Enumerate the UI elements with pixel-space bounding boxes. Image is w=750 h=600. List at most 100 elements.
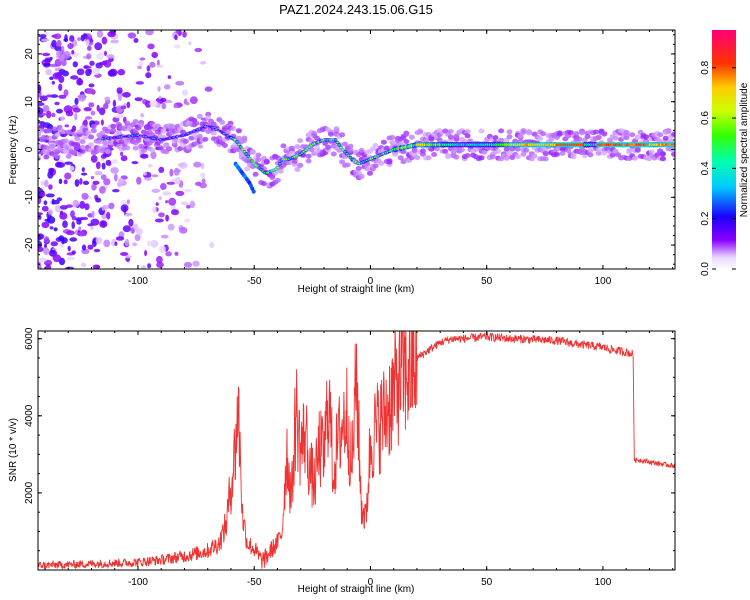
heatmap-cell xyxy=(65,153,72,159)
heatmap-cell xyxy=(277,168,284,174)
heatmap-cell xyxy=(249,149,256,155)
heatmap-cell xyxy=(179,226,188,234)
heatmap-cell xyxy=(341,149,345,151)
heatmap-cell xyxy=(160,183,167,190)
heatmap-cell xyxy=(141,265,146,269)
heatmap-cell xyxy=(116,87,123,94)
heatmap-cell xyxy=(131,161,139,165)
heatmap-cell xyxy=(41,205,49,212)
heatmap-cell xyxy=(378,160,385,166)
heatmap-cell xyxy=(278,162,282,165)
heatmap-cell xyxy=(103,178,111,186)
heatmap-cell xyxy=(79,178,83,185)
heatmap-cell xyxy=(498,128,505,134)
heatmap-cell xyxy=(665,129,672,135)
heatmap-cell xyxy=(147,163,153,168)
heatmap-cell xyxy=(83,65,89,69)
heatmap-cell xyxy=(333,126,340,132)
x-tick-label: 100 xyxy=(595,577,612,588)
heatmap-cell xyxy=(498,137,505,143)
heatmap-cell xyxy=(643,134,650,140)
heatmap-cell xyxy=(147,43,155,50)
heatmap-cell xyxy=(101,36,108,45)
heatmap-cell xyxy=(246,155,250,158)
heatmap-cell xyxy=(76,129,83,135)
heatmap-cell xyxy=(81,167,85,172)
heatmap-cell xyxy=(235,141,239,143)
heatmap-cell xyxy=(648,149,655,155)
heatmap-cell xyxy=(297,163,304,168)
heatmap-cell xyxy=(88,83,95,88)
heatmap-cell xyxy=(46,128,53,134)
heatmap-cell xyxy=(453,134,460,140)
heatmap-cell xyxy=(595,134,602,140)
heatmap-cell xyxy=(520,129,527,135)
heatmap-cell xyxy=(241,148,245,151)
heatmap-cell xyxy=(79,200,86,209)
x-tick-label: 50 xyxy=(481,276,493,287)
heatmap-cell xyxy=(165,200,169,204)
heatmap-cell xyxy=(65,129,72,135)
heatmap-cell xyxy=(581,137,588,143)
heatmap-cell xyxy=(47,171,54,179)
heatmap-cell xyxy=(72,61,79,68)
y-tick-label: 4000 xyxy=(24,404,35,427)
heatmap-cell xyxy=(39,191,46,197)
heatmap-cell xyxy=(87,45,92,51)
heatmap-cell xyxy=(169,168,174,177)
heatmap-cell xyxy=(108,202,115,210)
heatmap-cell xyxy=(445,154,452,160)
heatmap-cell xyxy=(100,119,104,126)
heatmap-cell xyxy=(171,209,179,216)
x-tick-label: -50 xyxy=(247,276,262,287)
heatmap-cell xyxy=(151,51,158,59)
heatmap-cell xyxy=(48,167,54,173)
heatmap-cell xyxy=(147,263,152,269)
heatmap-cell xyxy=(38,257,47,263)
heatmap-cell xyxy=(49,76,54,81)
heatmap-cell xyxy=(182,138,189,144)
heatmap-cell xyxy=(58,69,66,73)
heatmap-cell xyxy=(139,57,146,61)
heatmap-cell xyxy=(74,145,81,151)
heatmap-cell xyxy=(65,266,75,269)
heatmap-cell xyxy=(186,204,191,209)
heatmap-cell xyxy=(93,248,101,253)
heatmap-cell xyxy=(76,219,82,225)
snr-series-line xyxy=(38,331,675,570)
heatmap-cell xyxy=(74,179,80,187)
heatmap-cell xyxy=(587,152,594,158)
heatmap-cell xyxy=(408,134,415,140)
heatmap-cell xyxy=(392,151,399,157)
heatmap-cell xyxy=(255,157,262,163)
heatmap-cell xyxy=(41,38,50,42)
heatmap-cell xyxy=(132,119,139,125)
heatmap-cell xyxy=(62,51,71,59)
heatmap-cell xyxy=(520,151,527,157)
heatmap-cell xyxy=(112,99,117,107)
heatmap-cell xyxy=(43,200,48,205)
heatmap-cell xyxy=(447,134,454,140)
heatmap-cell xyxy=(38,107,44,115)
heatmap-cell xyxy=(64,161,73,165)
heatmap-cell xyxy=(59,116,66,121)
heatmap-cell xyxy=(88,68,92,74)
heatmap-cell xyxy=(671,152,675,157)
heatmap-cell xyxy=(167,223,175,231)
heatmap-cell xyxy=(67,43,74,50)
heatmap-cell xyxy=(184,188,192,193)
heatmap-cell xyxy=(81,244,87,251)
heatmap-cell xyxy=(601,131,608,137)
heatmap-cell xyxy=(71,50,75,55)
heatmap-cell xyxy=(107,31,116,38)
heatmap-cell xyxy=(657,132,664,138)
heatmap-cell xyxy=(623,129,630,135)
heatmap-cell xyxy=(358,147,365,153)
heatmap-cell xyxy=(112,189,120,193)
heatmap-cell xyxy=(106,211,111,220)
heatmap-cell xyxy=(100,221,106,227)
heatmap-cell xyxy=(168,123,175,129)
heatmap-cell xyxy=(106,54,115,59)
heatmap-cell xyxy=(174,34,178,41)
heatmap-cell xyxy=(447,128,454,134)
